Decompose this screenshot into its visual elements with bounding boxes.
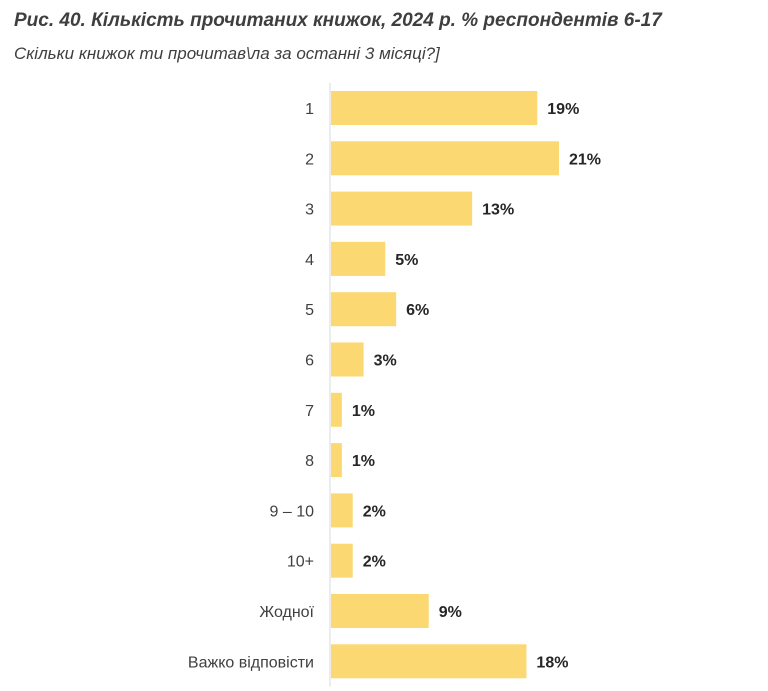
bar-9: [331, 493, 353, 528]
value-label: 6%: [406, 302, 429, 319]
category-label: 1: [305, 101, 314, 118]
bar-7: [331, 392, 342, 427]
category-label: 6: [305, 353, 314, 370]
category-label: Жодної: [259, 604, 314, 621]
bar-5: [331, 292, 397, 327]
category-label: 10+: [287, 554, 314, 571]
value-label: 9%: [439, 604, 462, 621]
bar-4: [331, 241, 386, 276]
bar-3: [331, 191, 473, 226]
chart-title: Рис. 40. Кількість прочитаних книжок, 20…: [14, 10, 662, 31]
value-label: 1%: [352, 403, 375, 420]
bar-1: [331, 91, 538, 125]
category-label: 2: [305, 151, 314, 168]
value-label: 19%: [547, 101, 579, 118]
value-label: 2%: [363, 554, 386, 571]
category-label: Важко відповісти: [188, 654, 314, 671]
bar-11: [331, 594, 429, 628]
value-label: 3%: [374, 353, 397, 370]
bar-8: [331, 443, 342, 478]
category-label: 3: [305, 202, 314, 219]
bar-10: [331, 543, 353, 578]
value-label: 1%: [352, 453, 375, 470]
category-label: 9 – 10: [270, 503, 315, 520]
category-label: 4: [305, 252, 314, 269]
bar-2: [331, 141, 559, 176]
value-label: 5%: [395, 252, 418, 269]
value-label: 21%: [569, 151, 601, 168]
category-label: 5: [305, 302, 314, 319]
bar-6: [331, 342, 364, 377]
value-label: 13%: [482, 202, 514, 219]
bar-12: [331, 644, 527, 679]
category-label: 7: [305, 403, 314, 420]
value-label: 18%: [536, 654, 568, 671]
chart-subtitle: Скільки книжок ти прочитав\ла за останні…: [14, 44, 440, 63]
value-label: 2%: [363, 503, 386, 520]
category-label: 8: [305, 453, 314, 470]
